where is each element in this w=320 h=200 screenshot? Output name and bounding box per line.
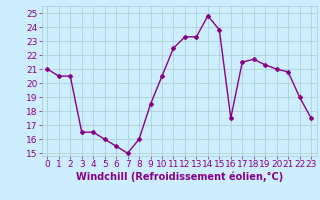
X-axis label: Windchill (Refroidissement éolien,°C): Windchill (Refroidissement éolien,°C) (76, 172, 283, 182)
